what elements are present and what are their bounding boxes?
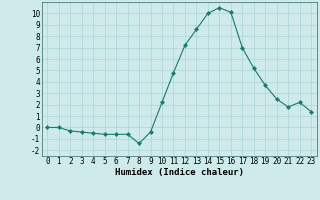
X-axis label: Humidex (Indice chaleur): Humidex (Indice chaleur) bbox=[115, 168, 244, 177]
